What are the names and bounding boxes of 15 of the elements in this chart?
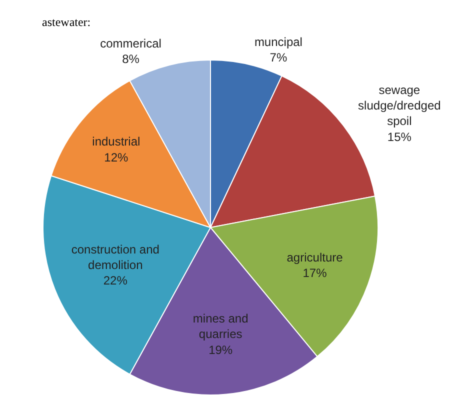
data-label: 7% — [270, 50, 288, 65]
data-label: 22% — [103, 274, 128, 288]
data-label: 8% — [122, 52, 140, 66]
slice-label: commerical — [100, 36, 162, 51]
slice-label: sewage sludge/dredged spoil — [358, 83, 441, 128]
slice-label: muncipal — [254, 35, 302, 50]
slice-label: industrial — [92, 134, 140, 149]
data-label: 12% — [104, 150, 128, 164]
text: astewater: — [42, 15, 91, 29]
data-label: 17% — [302, 266, 328, 280]
data-label: 15% — [387, 130, 412, 144]
slice-label: mines and quarries — [192, 312, 248, 342]
slice-label: construction and demolition — [71, 242, 160, 272]
slice-label: agriculture — [286, 250, 344, 264]
data-label: 19% — [208, 342, 233, 357]
